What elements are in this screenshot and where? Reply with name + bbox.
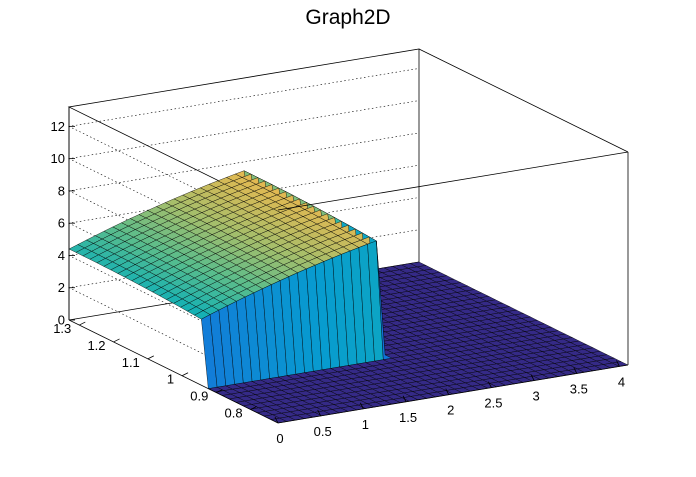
x-tick — [360, 402, 364, 410]
y-tick — [113, 338, 120, 343]
x-tick-label: 0.5 — [314, 424, 332, 439]
x-tick-label: 2 — [447, 403, 454, 418]
x-tick — [573, 367, 578, 374]
x-tick — [530, 374, 535, 381]
x-tick-label: 0 — [276, 431, 283, 446]
surface-mesh — [68, 170, 629, 424]
z-tick-label: 8 — [58, 183, 65, 198]
x-tick — [445, 388, 450, 395]
top-right-edge — [418, 48, 629, 153]
y-tick — [250, 406, 257, 410]
x-tick-label: 1.5 — [399, 410, 417, 425]
chart-title: Graph2D — [305, 6, 390, 29]
x-tick-label: 2.5 — [484, 396, 502, 411]
y-tick — [147, 355, 154, 360]
x-axis-line — [277, 364, 629, 424]
y-axis-line — [68, 319, 279, 424]
top-front-edge — [277, 151, 629, 211]
x-tick-label: 3.5 — [570, 381, 588, 396]
z-tick-label: 4 — [58, 248, 65, 263]
y-tick-label: 0.9 — [190, 389, 208, 404]
y-tick-label: 1.1 — [122, 355, 140, 370]
z-tick-label: 12 — [51, 119, 65, 134]
y-tick-label: 0.8 — [225, 405, 243, 420]
x-tick — [274, 416, 279, 424]
x-tick — [616, 360, 620, 367]
x-tick-label: 3 — [532, 389, 539, 404]
axis-box — [68, 48, 629, 424]
x-tick — [317, 409, 322, 417]
z-tick-label: 0 — [58, 313, 65, 328]
x-axis: 0 0.5 1 1.5 2 2.5 3 3.5 4 — [274, 360, 625, 446]
y-tick — [216, 389, 223, 393]
z-tick-label: 2 — [58, 280, 65, 295]
x-tick-label: 4 — [618, 374, 625, 389]
z-tick-label: 10 — [51, 151, 65, 166]
y-tick-label: 1.3 — [53, 321, 71, 336]
y-tick — [79, 321, 86, 326]
y-axis: 0.8 0.9 1 1.1 1.2 1.3 — [53, 321, 257, 420]
x-tick — [488, 381, 492, 388]
z-tick-label: 6 — [58, 216, 65, 231]
y-tick-label: 1.2 — [87, 338, 105, 353]
y-tick-label: 1 — [167, 372, 174, 387]
y-tick — [181, 372, 189, 377]
x-tick — [402, 395, 407, 402]
z-axis: 0 2 4 6 8 10 12 — [51, 107, 75, 328]
x-tick-label: 1 — [362, 417, 369, 432]
